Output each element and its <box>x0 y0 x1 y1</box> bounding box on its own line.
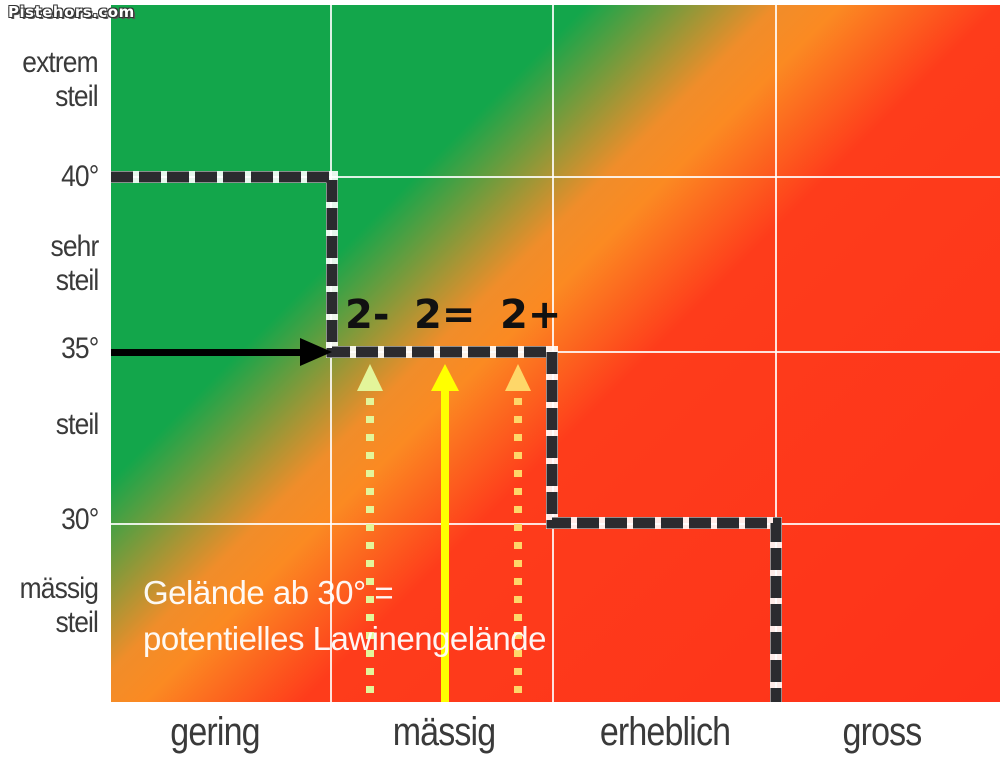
y-label-line: steil <box>55 606 98 639</box>
y-label-line: extrem <box>22 46 99 79</box>
y-band-steil: steil <box>55 408 98 441</box>
y-band-maessig-steil: mässig steil <box>19 572 99 640</box>
x-label-gering: gering <box>170 710 260 754</box>
y-band-sehr-steil: sehr steil <box>50 230 99 298</box>
grade-2-minus: 2- <box>345 292 390 338</box>
slope-35-arrow <box>111 338 332 366</box>
arrow-2-plus-icon <box>505 364 531 702</box>
grade-2-equal: 2= <box>414 292 476 338</box>
arrow-2-minus-icon <box>357 364 383 702</box>
y-label-line: sehr <box>50 230 99 263</box>
x-label-erheblich: erheblich <box>599 710 731 754</box>
watermark: Pistehors.com <box>8 3 135 21</box>
x-label-gross: gross <box>842 710 923 754</box>
note-line-2: potentielles Lawinengelände <box>143 620 547 657</box>
y-label-line: mässig <box>19 572 99 605</box>
note-line-1: Gelände ab 30° = <box>143 574 394 611</box>
grade-2-plus: 2+ <box>500 292 562 338</box>
grid-line-vertical <box>775 5 777 702</box>
x-label-maessig: mässig <box>392 710 496 754</box>
y-label-line: steil <box>55 264 98 297</box>
y-band-extrem-steil: extrem steil <box>22 46 99 114</box>
y-tick-40: 40° <box>60 160 99 193</box>
grid-line-40deg <box>111 176 1000 178</box>
y-tick-35: 35° <box>60 332 99 365</box>
y-tick-30: 30° <box>60 503 99 536</box>
avalanche-terrain-note: Gelände ab 30° = potentielles Lawinengel… <box>143 570 547 662</box>
y-label-line: steil <box>55 80 98 113</box>
arrow-2-equal-icon <box>431 364 459 702</box>
threshold-boundary-line <box>111 171 782 702</box>
